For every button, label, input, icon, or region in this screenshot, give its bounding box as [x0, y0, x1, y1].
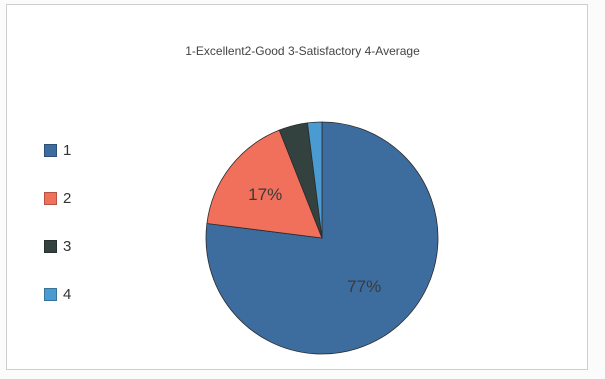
legend-label-3: 3	[63, 237, 72, 255]
pie-slice-4	[307, 121, 323, 239]
legend-item-3: 3	[44, 234, 71, 258]
legend-swatch-1	[44, 143, 57, 157]
legend-label-1: 1	[63, 141, 72, 159]
legend: 1 2 3 4	[44, 138, 71, 330]
legend-item-1: 1	[44, 138, 71, 162]
legend-label-2: 2	[63, 189, 72, 207]
legend-item-2: 2	[44, 186, 71, 210]
chart-title: 1-Excellent2-Good 3-Satisfactory 4-Avera…	[185, 44, 420, 58]
legend-label-4: 4	[63, 285, 72, 303]
data-label-2: 17%	[248, 185, 282, 204]
legend-item-4: 4	[44, 282, 71, 306]
pie-slice-2	[206, 129, 323, 239]
legend-swatch-4	[44, 287, 57, 301]
legend-swatch-2	[44, 191, 57, 205]
legend-swatch-3	[44, 239, 57, 253]
data-label-1: 77%	[347, 277, 381, 296]
